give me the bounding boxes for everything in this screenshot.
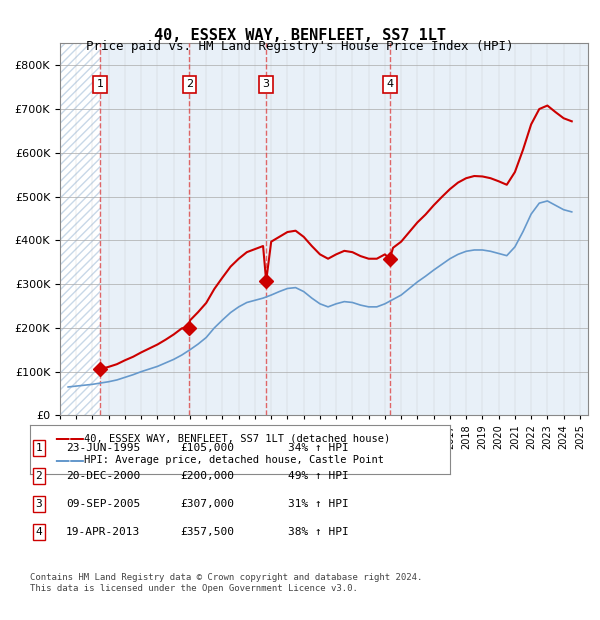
- Text: 31% ↑ HPI: 31% ↑ HPI: [288, 499, 349, 509]
- Text: 4: 4: [35, 527, 43, 537]
- Text: 1: 1: [35, 443, 43, 453]
- Bar: [60, 43, 100, 415]
- Text: HPI: Average price, detached house, Castle Point: HPI: Average price, detached house, Cast…: [84, 456, 384, 466]
- Text: ——: ——: [54, 431, 85, 446]
- Text: 34% ↑ HPI: 34% ↑ HPI: [288, 443, 349, 453]
- Text: 40, ESSEX WAY, BENFLEET, SS7 1LT (detached house): 40, ESSEX WAY, BENFLEET, SS7 1LT (detach…: [84, 433, 390, 443]
- Text: 3: 3: [35, 499, 43, 509]
- Text: 2: 2: [35, 471, 43, 481]
- Text: £307,000: £307,000: [180, 499, 234, 509]
- Text: Contains HM Land Registry data © Crown copyright and database right 2024.
This d: Contains HM Land Registry data © Crown c…: [30, 574, 422, 593]
- Text: ——: ——: [54, 453, 85, 468]
- Text: £200,000: £200,000: [180, 471, 234, 481]
- Text: Price paid vs. HM Land Registry's House Price Index (HPI): Price paid vs. HM Land Registry's House …: [86, 40, 514, 53]
- Text: 49% ↑ HPI: 49% ↑ HPI: [288, 471, 349, 481]
- Text: 1: 1: [97, 79, 104, 89]
- Text: 40, ESSEX WAY, BENFLEET, SS7 1LT: 40, ESSEX WAY, BENFLEET, SS7 1LT: [154, 28, 446, 43]
- Text: 20-DEC-2000: 20-DEC-2000: [66, 471, 140, 481]
- Text: 3: 3: [263, 79, 269, 89]
- Text: £357,500: £357,500: [180, 527, 234, 537]
- Text: 38% ↑ HPI: 38% ↑ HPI: [288, 527, 349, 537]
- Text: 09-SEP-2005: 09-SEP-2005: [66, 499, 140, 509]
- Text: £105,000: £105,000: [180, 443, 234, 453]
- Text: 19-APR-2013: 19-APR-2013: [66, 527, 140, 537]
- Text: 2: 2: [186, 79, 193, 89]
- Text: 4: 4: [386, 79, 394, 89]
- Text: 23-JUN-1995: 23-JUN-1995: [66, 443, 140, 453]
